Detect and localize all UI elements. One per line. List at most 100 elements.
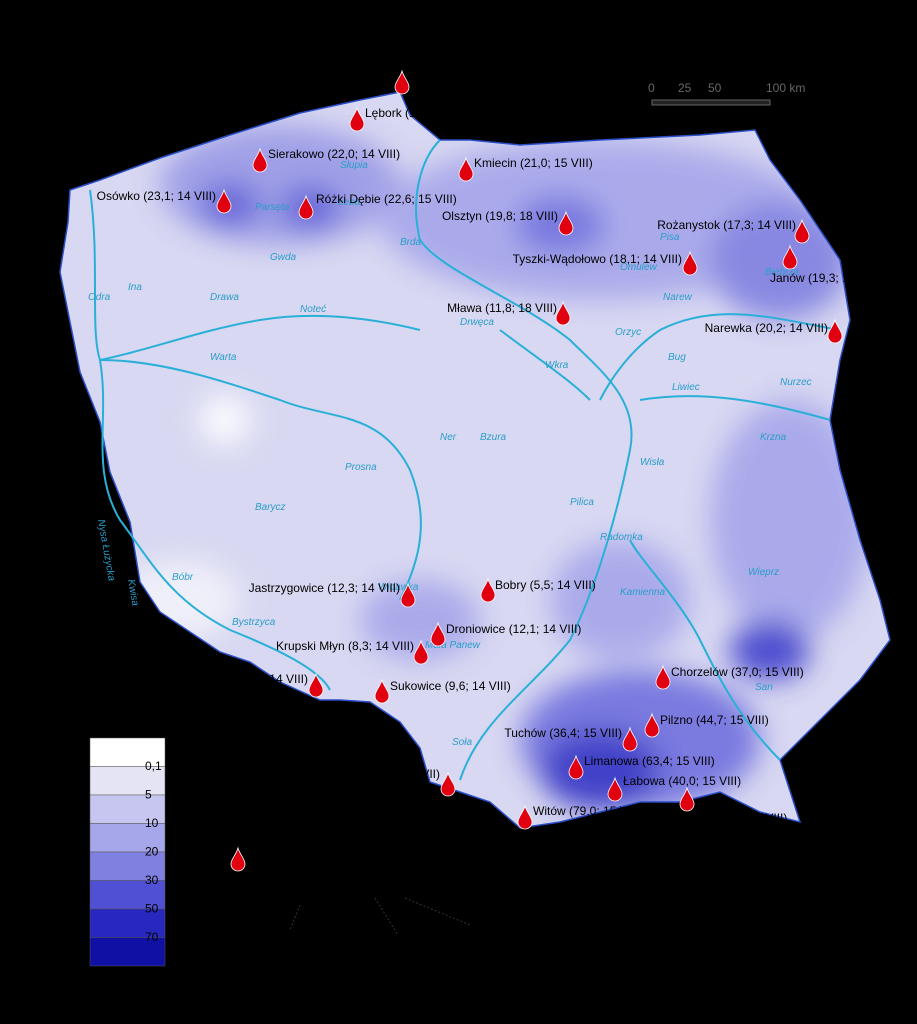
station-label: Istebna Stecówka (4,3; 20 VII) [279, 767, 440, 781]
station-label: Bobry (5,5; 14 VIII) [495, 578, 596, 592]
river-label: Bóbr [172, 572, 194, 583]
legend-class: 70 [145, 930, 159, 944]
station-marker [374, 678, 390, 704]
river-label: Pilica [570, 497, 594, 508]
scale-label: 50 [708, 81, 722, 95]
legend-swatch [89, 737, 166, 767]
station-marker [308, 672, 324, 698]
station-label: Różki Dębie (22,6; 15 VIII) [316, 192, 457, 206]
station-marker [827, 318, 843, 344]
station-marker [655, 664, 671, 690]
river-label: Łeba [338, 197, 361, 208]
river-label: Bzura [480, 432, 507, 443]
river-label: Pisa [660, 232, 680, 243]
legend-pointer [289, 904, 301, 931]
station-marker [568, 754, 584, 780]
station-marker [480, 577, 496, 603]
legend-swatch [89, 766, 166, 796]
station-marker [252, 147, 268, 173]
station-marker [413, 639, 429, 665]
legend: Tygodniowa suma opadów [mm] 0,1 5 10 20 30 50… [89, 694, 549, 967]
river-label: Soła [452, 737, 472, 748]
station-label: Rozewie (19,1; 14 VIII) [408, 69, 530, 83]
station-marker [794, 218, 810, 244]
legend-swatch [89, 908, 166, 938]
station-marker [349, 106, 365, 132]
station-marker [644, 712, 660, 738]
station-label: Tyszki-Wądołowo (18,1; 14 VIII) [513, 252, 682, 266]
station-label: Jastrzygowice (12,3; 14 VIII) [249, 581, 400, 595]
river-label: Drwęca [460, 317, 494, 328]
station-label: Rożanystok (17,3; 14 VIII) [657, 218, 796, 232]
station-label: Sukowice (9,6; 14 VIII) [390, 679, 511, 693]
river-label: Noteć [300, 304, 326, 315]
river-label: Słupia [340, 160, 368, 171]
legend-swatch [89, 794, 166, 824]
river-label: Nysa Łużycka [95, 519, 117, 583]
river-label: Bug [668, 352, 686, 363]
station-marker [400, 582, 416, 608]
legend-class: 50 [145, 902, 159, 916]
river-label: Biebrza [765, 267, 799, 278]
station-marker [394, 69, 410, 95]
legend-title: Tygodniowa suma opadów [mm] [92, 694, 264, 708]
river-label: San [755, 682, 773, 693]
river-label: Kamienna [620, 587, 665, 598]
station-marker [679, 786, 695, 812]
legend-swatch [89, 851, 166, 881]
river-label: Ner [440, 432, 457, 443]
station-label: Kmiecin (21,0; 15 VIII) [474, 156, 593, 170]
river-label: Wkra [545, 360, 569, 371]
station-marker [458, 156, 474, 182]
station-label: Pilzno (44,7; 15 VIII) [660, 713, 769, 727]
river-label: Bystrzyca [232, 617, 276, 628]
station-marker [782, 244, 798, 270]
station-label: Lębork (15,5; 14 VIII) [365, 106, 478, 120]
legend-part: Nazwa stacji [276, 935, 343, 949]
legend-class: 0,1 [145, 759, 162, 773]
legend-class: 20 [145, 845, 159, 859]
river-label: Omulew [620, 262, 657, 273]
legend-marker-label: Wybrane maksymalne dobowe sumy opadów [258, 853, 500, 867]
river-label: Orzyc [615, 327, 641, 338]
river-label: Odra [88, 292, 111, 303]
legend-part: Data wystąpienia opadu [421, 935, 549, 949]
legend-swatch [89, 937, 166, 967]
legend-class: 30 [145, 873, 159, 887]
river-label: Narew [663, 292, 693, 303]
river-label: Prosna [345, 462, 377, 473]
station-label: Witów (79,0; 15 VIII) [533, 804, 642, 818]
station-label: Droniowice (12,1; 14 VIII) [446, 622, 581, 636]
river-label: Nurzec [780, 377, 812, 388]
legend-swatch [89, 823, 166, 853]
station-label: Tuchów (36,4; 15 VIII) [504, 726, 622, 740]
station-marker [430, 621, 446, 647]
station-label: Barwinek (37,3; 15 VIII) [662, 811, 787, 825]
station-marker [558, 210, 574, 236]
river-label: Drawa [210, 292, 239, 303]
station-marker [517, 804, 533, 830]
river-label: Brda [400, 237, 422, 248]
station-marker [555, 300, 571, 326]
station-marker [216, 188, 232, 214]
legend-pointer [374, 897, 399, 936]
station-marker [440, 771, 456, 797]
scale-label: 0 [648, 81, 655, 95]
station-marker [298, 194, 314, 220]
legend-swatch [89, 880, 166, 910]
river-label: Radomka [600, 532, 643, 543]
river-label: Wieprz [748, 567, 779, 578]
station-label: Limanowa (63,4; 15 VIII) [584, 754, 715, 768]
legend-class: 5 [145, 788, 152, 802]
rivers [89, 139, 841, 781]
station-label: Sierakowo (22,0; 14 VIII) [268, 147, 400, 161]
river-label: Mała Panew [425, 640, 481, 651]
scale-bar [651, 99, 771, 106]
station-label: Janów (19,3; 14 VIII) [770, 271, 881, 285]
river-label: Wisła [640, 457, 665, 468]
scale-label: 25 [678, 81, 692, 95]
legend-part: Opad dobowy [mm] [346, 935, 450, 949]
river-label: Liwiec [672, 382, 700, 393]
station-label: Głuchołazy (7,1; 14 VIII) [179, 672, 308, 686]
